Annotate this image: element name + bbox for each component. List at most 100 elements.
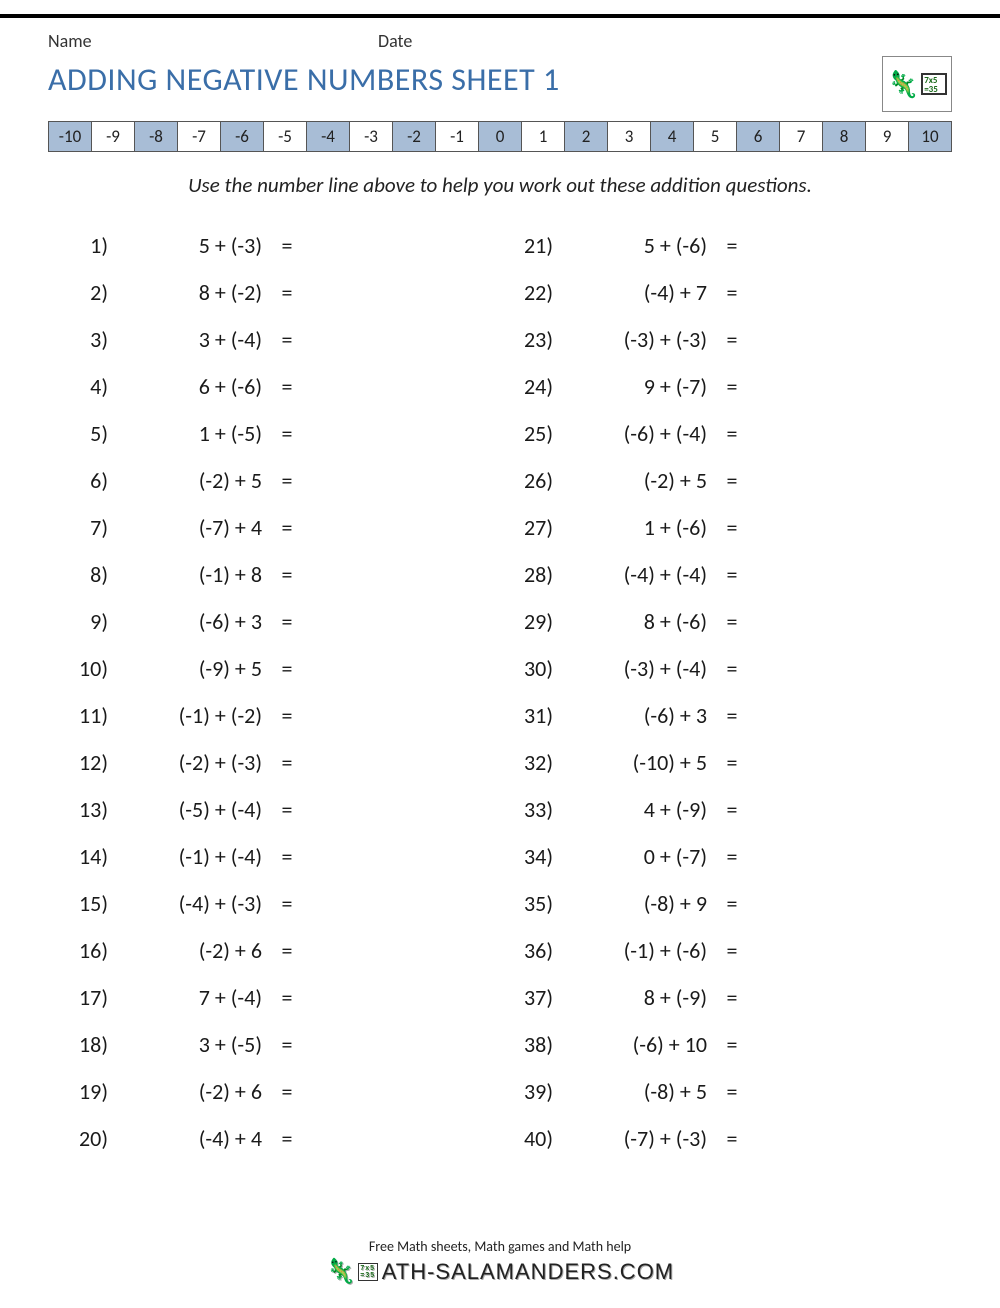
question-row: 16)(-2) + 6= bbox=[60, 927, 495, 974]
question-expression: 1 + (-5) bbox=[122, 420, 272, 447]
question-row: 28)(-4) + (-4)= bbox=[505, 551, 940, 598]
equals-sign: = bbox=[717, 890, 747, 917]
equals-sign: = bbox=[272, 326, 302, 353]
question-number: 37) bbox=[505, 984, 567, 1011]
question-row: 4)6 + (-6)= bbox=[60, 363, 495, 410]
equals-sign: = bbox=[272, 937, 302, 964]
equals-sign: = bbox=[717, 1125, 747, 1152]
equals-sign: = bbox=[272, 655, 302, 682]
equals-sign: = bbox=[717, 843, 747, 870]
equals-sign: = bbox=[717, 373, 747, 400]
question-row: 13)(-5) + (-4)= bbox=[60, 786, 495, 833]
question-row: 22)(-4) + 7= bbox=[505, 269, 940, 316]
question-expression: (-2) + 5 bbox=[567, 467, 717, 494]
question-expression: 0 + (-7) bbox=[567, 843, 717, 870]
question-row: 40)(-7) + (-3)= bbox=[505, 1115, 940, 1162]
question-number: 40) bbox=[505, 1125, 567, 1152]
question-number: 29) bbox=[505, 608, 567, 635]
question-expression: (-1) + (-6) bbox=[567, 937, 717, 964]
question-expression: (-4) + (-4) bbox=[567, 561, 717, 588]
footer: Free Math sheets, Math games and Math he… bbox=[0, 1238, 1000, 1286]
question-expression: 9 + (-7) bbox=[567, 373, 717, 400]
equals-sign: = bbox=[272, 890, 302, 917]
question-number: 9) bbox=[60, 608, 122, 635]
question-number: 10) bbox=[60, 655, 122, 682]
question-row: 30)(-3) + (-4)= bbox=[505, 645, 940, 692]
question-expression: (-1) + (-4) bbox=[122, 843, 272, 870]
question-row: 24)9 + (-7)= bbox=[505, 363, 940, 410]
equals-sign: = bbox=[272, 232, 302, 259]
question-row: 7)(-7) + 4= bbox=[60, 504, 495, 551]
question-row: 38)(-6) + 10= bbox=[505, 1021, 940, 1068]
number-line-cell: 10 bbox=[909, 122, 951, 151]
question-expression: (-6) + 3 bbox=[122, 608, 272, 635]
equals-sign: = bbox=[717, 326, 747, 353]
question-number: 21) bbox=[505, 232, 567, 259]
question-number: 30) bbox=[505, 655, 567, 682]
question-expression: (-9) + 5 bbox=[122, 655, 272, 682]
question-number: 38) bbox=[505, 1031, 567, 1058]
equals-sign: = bbox=[272, 373, 302, 400]
question-number: 17) bbox=[60, 984, 122, 1011]
question-expression: (-7) + (-3) bbox=[567, 1125, 717, 1152]
footer-brand-text: ATH-SALAMANDERS.COM bbox=[382, 1259, 674, 1285]
question-number: 25) bbox=[505, 420, 567, 447]
equals-sign: = bbox=[717, 514, 747, 541]
question-number: 27) bbox=[505, 514, 567, 541]
question-number: 28) bbox=[505, 561, 567, 588]
equals-sign: = bbox=[272, 420, 302, 447]
equals-sign: = bbox=[272, 749, 302, 776]
equals-sign: = bbox=[272, 1125, 302, 1152]
question-number: 6) bbox=[60, 467, 122, 494]
number-line-cell: 0 bbox=[479, 122, 522, 151]
equals-sign: = bbox=[272, 843, 302, 870]
footer-tagline: Free Math sheets, Math games and Math he… bbox=[0, 1238, 1000, 1255]
question-row: 32)(-10) + 5= bbox=[505, 739, 940, 786]
logo-math-card: 7x5 =35 bbox=[921, 73, 947, 95]
question-number: 3) bbox=[60, 326, 122, 353]
question-row: 14)(-1) + (-4)= bbox=[60, 833, 495, 880]
question-row: 33)4 + (-9)= bbox=[505, 786, 940, 833]
question-number: 31) bbox=[505, 702, 567, 729]
equals-sign: = bbox=[717, 702, 747, 729]
brand-logo: 🦎 7x5 =35 bbox=[882, 56, 952, 112]
question-row: 17)7 + (-4)= bbox=[60, 974, 495, 1021]
number-line-cell: 8 bbox=[823, 122, 866, 151]
number-line-cell: -3 bbox=[350, 122, 393, 151]
question-expression: (-6) + (-4) bbox=[567, 420, 717, 447]
equals-sign: = bbox=[272, 1078, 302, 1105]
equals-sign: = bbox=[272, 608, 302, 635]
number-line-cell: -10 bbox=[49, 122, 92, 151]
question-row: 25)(-6) + (-4)= bbox=[505, 410, 940, 457]
equals-sign: = bbox=[717, 796, 747, 823]
question-expression: (-5) + (-4) bbox=[122, 796, 272, 823]
question-row: 1)5 + (-3)= bbox=[60, 222, 495, 269]
question-row: 35)(-8) + 9= bbox=[505, 880, 940, 927]
question-row: 20)(-4) + 4= bbox=[60, 1115, 495, 1162]
questions-column-right: 21)5 + (-6)=22)(-4) + 7=23)(-3) + (-3)=2… bbox=[505, 222, 940, 1162]
question-expression: (-4) + 4 bbox=[122, 1125, 272, 1152]
question-expression: (-2) + 6 bbox=[122, 1078, 272, 1105]
equals-sign: = bbox=[717, 467, 747, 494]
question-number: 4) bbox=[60, 373, 122, 400]
number-line-cell: -8 bbox=[135, 122, 178, 151]
header-row: Name Date bbox=[48, 30, 952, 52]
equals-sign: = bbox=[717, 561, 747, 588]
question-number: 20) bbox=[60, 1125, 122, 1152]
worksheet-title: ADDING NEGATIVE NUMBERS SHEET 1 bbox=[48, 60, 952, 99]
question-number: 24) bbox=[505, 373, 567, 400]
question-number: 2) bbox=[60, 279, 122, 306]
question-row: 2)8 + (-2)= bbox=[60, 269, 495, 316]
number-line-cell: -6 bbox=[221, 122, 264, 151]
salamander-icon: 🦎 bbox=[887, 68, 919, 100]
question-expression: (-2) + 5 bbox=[122, 467, 272, 494]
question-row: 6)(-2) + 5= bbox=[60, 457, 495, 504]
question-expression: (-6) + 10 bbox=[567, 1031, 717, 1058]
number-line-cell: 4 bbox=[651, 122, 694, 151]
equals-sign: = bbox=[272, 514, 302, 541]
question-row: 29)8 + (-6)= bbox=[505, 598, 940, 645]
number-line-cell: 7 bbox=[780, 122, 823, 151]
salamander-icon: 🦎 bbox=[326, 1257, 357, 1286]
question-row: 10)(-9) + 5= bbox=[60, 645, 495, 692]
question-expression: (-2) + (-3) bbox=[122, 749, 272, 776]
